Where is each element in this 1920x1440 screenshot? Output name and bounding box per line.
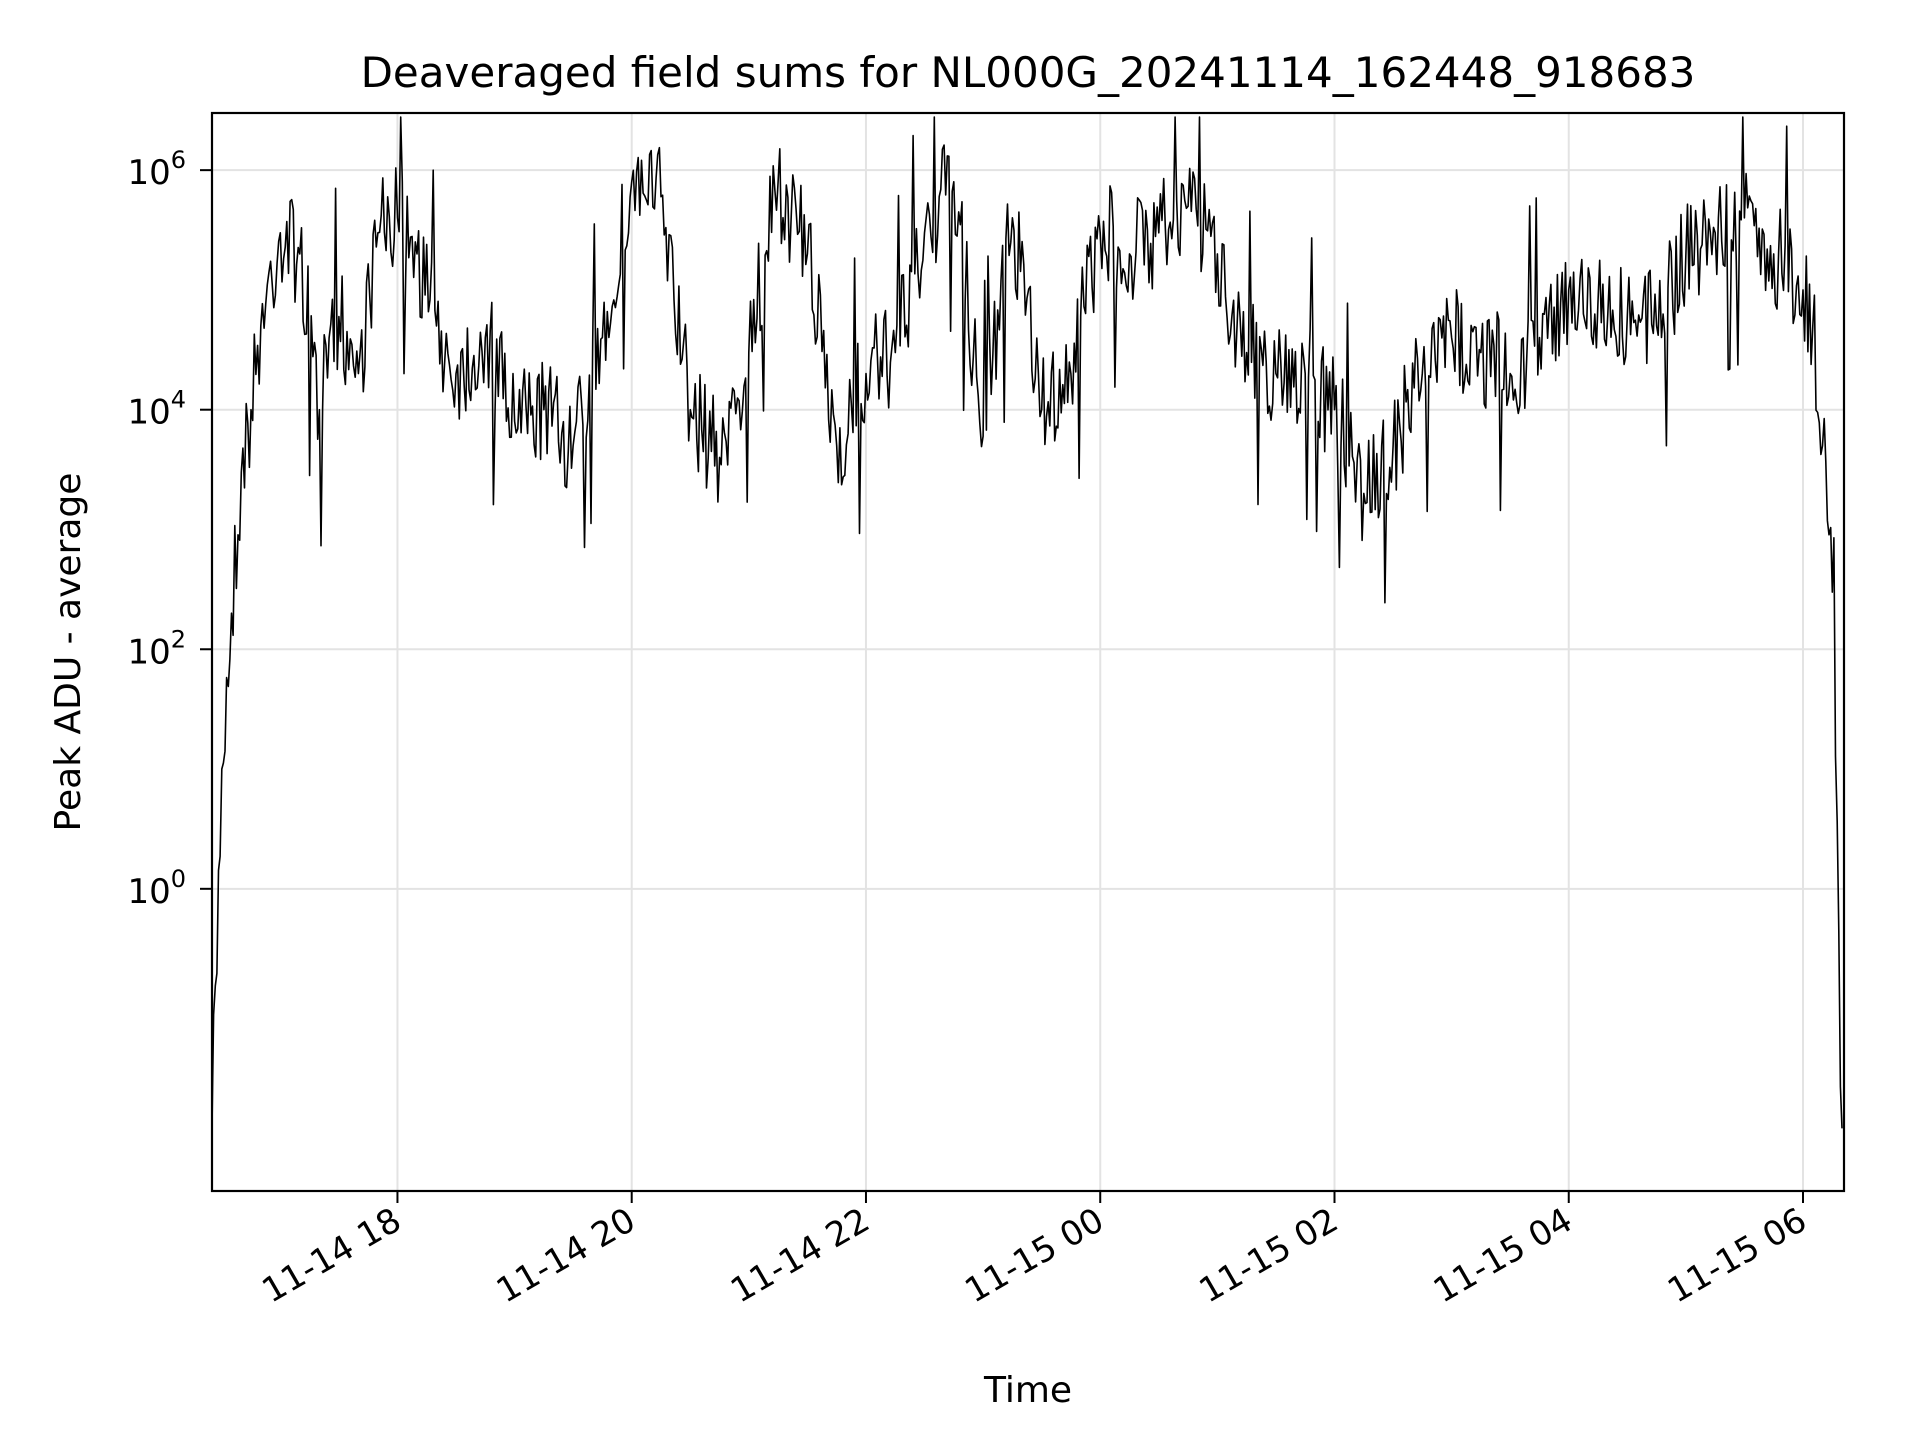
y-axis: 100 102 104 106 <box>127 146 212 912</box>
y-tick-label: 104 <box>127 386 186 433</box>
chart-title: Deaveraged field sums for NL000G_2024111… <box>361 48 1696 97</box>
x-tick-label: 11-15 00 <box>958 1200 1110 1311</box>
x-tick-label: 11-14 22 <box>724 1200 876 1311</box>
y-tick-label: 100 <box>127 865 186 912</box>
x-tick-label: 11-15 06 <box>1661 1200 1813 1311</box>
x-tick-label: 11-15 02 <box>1193 1200 1345 1311</box>
x-tick-label: 11-14 18 <box>256 1200 408 1311</box>
plot-frame <box>210 111 1846 1193</box>
y-axis-label: Peak ADU - average <box>48 473 89 832</box>
series-line <box>211 116 1843 1129</box>
x-axis: 11-14 18 11-14 20 11-14 22 11-15 00 11-15 02… <box>256 1191 1814 1311</box>
x-axis-label: Time <box>983 1370 1072 1411</box>
x-tick-label: 11-15 04 <box>1427 1200 1579 1311</box>
y-tick-label: 102 <box>127 625 186 672</box>
y-tick-label: 106 <box>127 146 186 193</box>
x-tick-label: 11-14 20 <box>490 1200 642 1311</box>
